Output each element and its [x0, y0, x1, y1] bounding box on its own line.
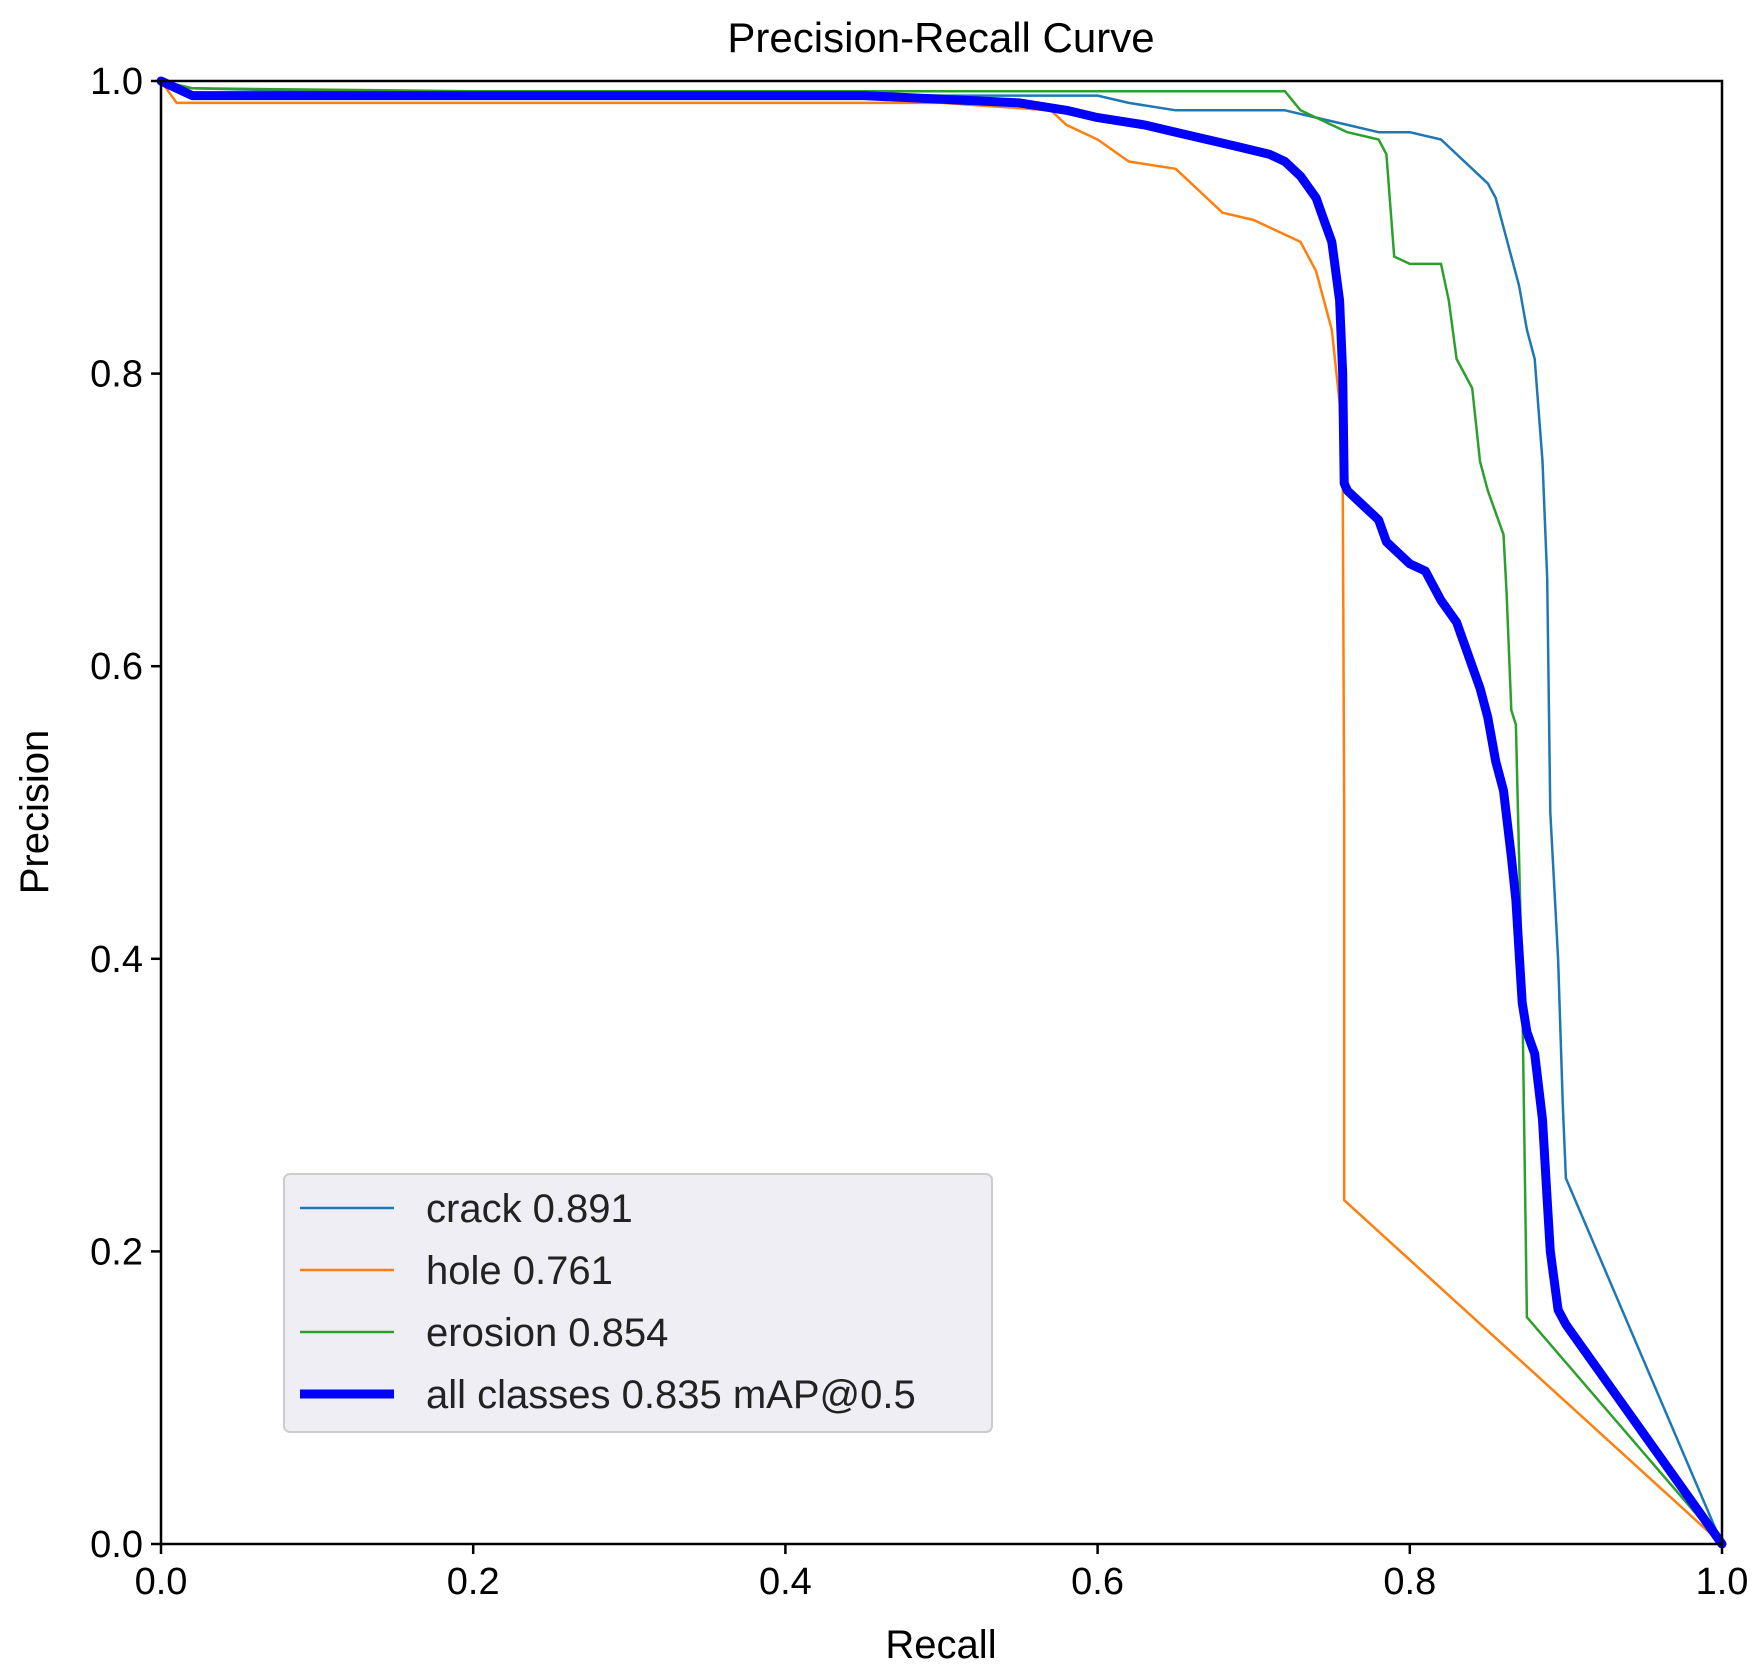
y-tick-label-0: 0.0 [90, 1524, 143, 1566]
y-tick-label-2: 0.4 [90, 939, 143, 981]
series-layer [156, 76, 1727, 1549]
series-line-all-classes [156, 76, 1727, 1549]
series-line-erosion [159, 79, 1724, 1546]
y-tick-label-1: 0.2 [90, 1231, 143, 1273]
x-axis-label: Recall [885, 1623, 996, 1667]
y-tick-label-4: 0.8 [90, 354, 143, 396]
legend-box [283, 1173, 993, 1433]
x-tick-label-3: 0.6 [1071, 1561, 1124, 1603]
legend-label-all-classes: all classes 0.835 mAP@0.5 [426, 1373, 916, 1417]
series-line-crack [159, 79, 1724, 1546]
chart-title: Precision-Recall Curve [727, 14, 1154, 61]
plot-frame [159, 79, 1724, 1546]
x-tick-label-1: 0.2 [447, 1561, 500, 1603]
legend-label-crack: crack 0.891 [426, 1187, 633, 1231]
x-tick-label-4: 0.8 [1383, 1561, 1436, 1603]
legend-label-erosion: erosion 0.854 [426, 1311, 668, 1355]
legend: crack 0.891 hole 0.761 erosion 0.854 all cl… [283, 1173, 993, 1433]
x-tick-label-2: 0.4 [759, 1561, 812, 1603]
y-axis-label: Precision [13, 730, 57, 895]
x-tick-label-0: 0.0 [135, 1561, 188, 1603]
y-tick-label-5: 1.0 [90, 61, 143, 103]
legend-items: crack 0.891 hole 0.761 erosion 0.854 all cl… [300, 1187, 916, 1417]
legend-label-hole: hole 0.761 [426, 1249, 613, 1293]
x-tick-label-5: 1.0 [1696, 1561, 1749, 1603]
y-tick-label-3: 0.6 [90, 646, 143, 688]
ticks-layer: 0.0 0.2 0.4 0.6 0.8 1.0 0.0 0.2 0.4 0.6 0.8 1.0 [90, 61, 1748, 1603]
